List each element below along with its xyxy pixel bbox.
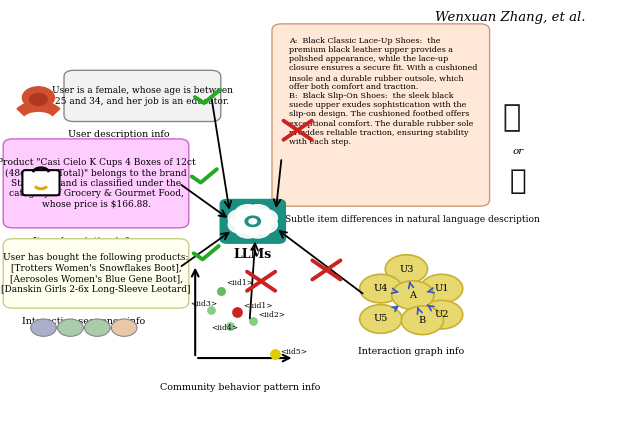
Text: Interaction graph info: Interaction graph info [358,347,464,356]
Text: 👟: 👟 [510,168,527,195]
Text: User description info: User description info [68,130,169,139]
Point [270,350,280,357]
Circle shape [31,319,56,336]
Text: U3: U3 [399,265,413,273]
Point [216,287,226,294]
FancyBboxPatch shape [3,239,189,308]
Text: <iid3>: <iid3> [191,300,218,308]
Text: B: B [419,316,426,325]
Point [206,307,216,314]
FancyBboxPatch shape [64,70,221,122]
Text: LLMs: LLMs [234,248,272,261]
Text: <iid2>: <iid2> [258,311,285,319]
FancyBboxPatch shape [272,24,490,206]
Circle shape [29,93,47,105]
Text: <iid4>: <iid4> [211,324,238,332]
Text: Item description info: Item description info [33,237,134,246]
Text: 🥿: 🥿 [503,103,521,132]
Circle shape [22,87,54,108]
Text: Product "Casi Cielo K Cups 4 Boxes of 12ct
(48ct Cups Total)" belongs to the bra: Product "Casi Cielo K Cups 4 Boxes of 12… [0,158,195,209]
Text: A: A [410,291,416,299]
Circle shape [401,306,444,335]
Text: User is a female, whose age is between
25 and 34, and her job is an educator.: User is a female, whose age is between 2… [52,86,233,105]
Text: User has bought the following products:
[Trotters Women's Snowflakes Boot],
[Aer: User has bought the following products: … [1,253,191,293]
Text: Interaction sequence info: Interaction sequence info [22,317,145,326]
Circle shape [252,209,277,227]
Circle shape [84,319,110,336]
Circle shape [245,205,271,222]
Text: <iid5>: <iid5> [280,348,307,356]
Text: <iid1>: <iid1> [226,279,253,287]
Circle shape [420,300,463,329]
Text: Subtle item differences in natural language description: Subtle item differences in natural langu… [285,215,540,224]
Text: U5: U5 [374,315,388,323]
Circle shape [245,216,260,227]
Circle shape [111,319,137,336]
Text: Community behavior pattern info: Community behavior pattern info [160,383,320,392]
Point [225,323,236,330]
Circle shape [420,274,463,303]
Point [248,318,258,325]
FancyBboxPatch shape [220,199,286,244]
Text: U2: U2 [435,310,449,319]
Circle shape [235,220,260,238]
Text: A:  Black Classic Lace-Up Shoes:  the
premium black leather upper provides a
pol: A: Black Classic Lace-Up Shoes: the prem… [289,37,477,146]
Text: or: or [513,148,524,156]
Circle shape [245,220,271,238]
Text: U1: U1 [435,284,449,293]
Circle shape [249,219,257,224]
Circle shape [235,205,260,222]
FancyBboxPatch shape [3,139,189,228]
Text: U4: U4 [374,284,388,293]
Text: <uid1>: <uid1> [243,302,273,310]
Circle shape [360,305,402,333]
Circle shape [360,274,402,303]
Text: Wenxuan Zhang, et al.: Wenxuan Zhang, et al. [435,11,586,24]
Circle shape [228,209,254,227]
FancyBboxPatch shape [22,170,60,195]
Circle shape [385,255,428,283]
Circle shape [392,281,434,309]
Circle shape [228,216,254,233]
Point [232,309,242,316]
Circle shape [58,319,83,336]
Circle shape [252,216,277,233]
